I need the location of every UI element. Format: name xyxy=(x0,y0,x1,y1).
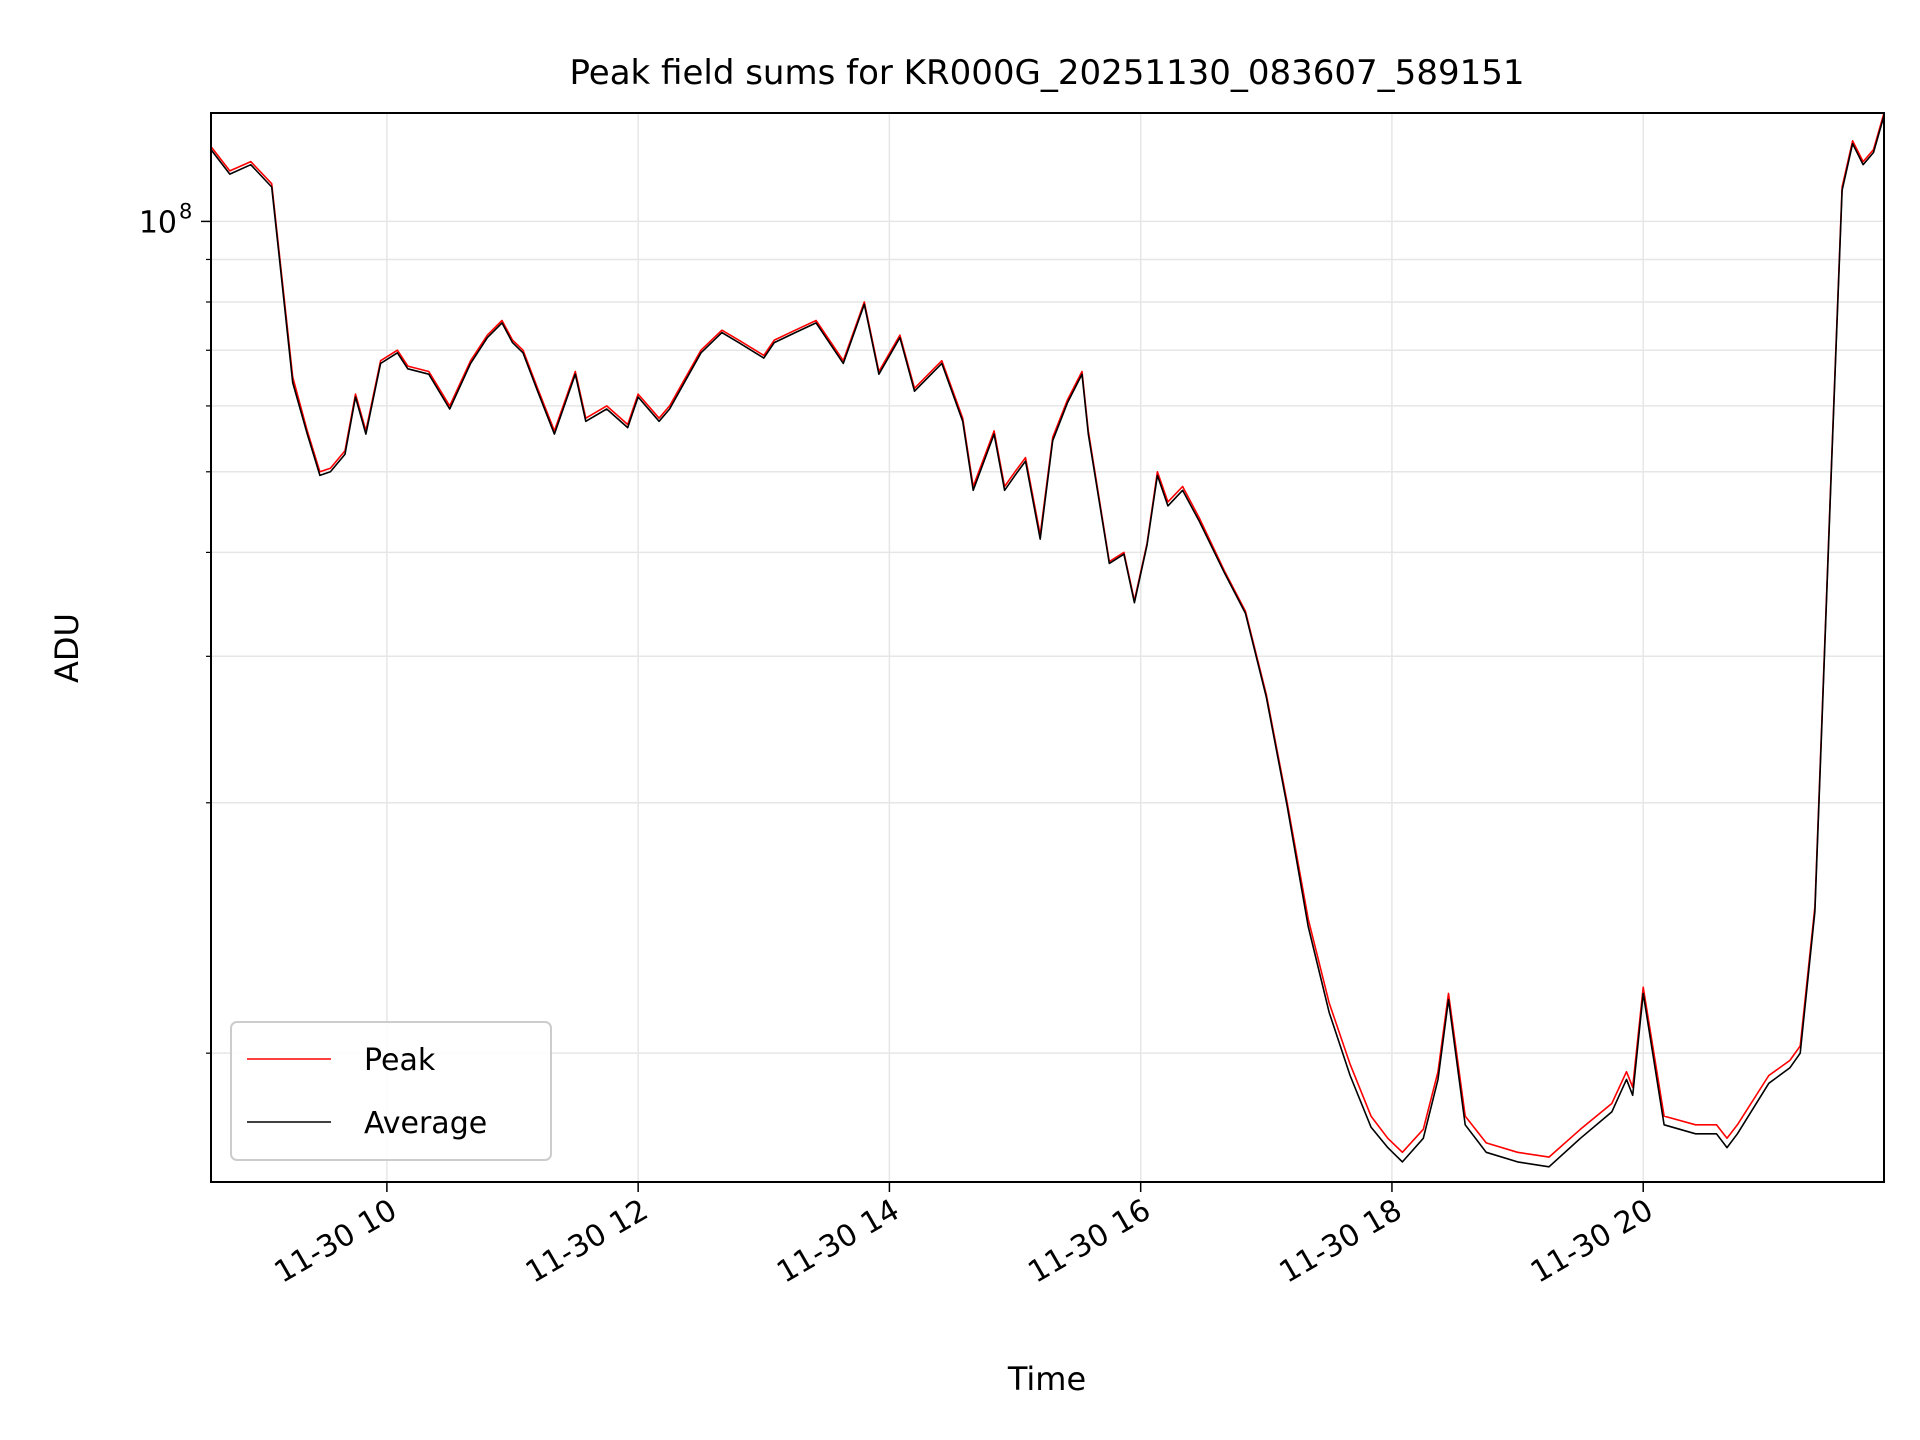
chart-title: Peak field sums for KR000G_20251130_0836… xyxy=(570,53,1525,93)
y-axis-label: ADU xyxy=(48,613,86,683)
legend-label-peak: Peak xyxy=(364,1043,436,1078)
y-axis: 10 8 xyxy=(139,199,211,1054)
legend-label-average: Average xyxy=(364,1106,487,1141)
legend-box xyxy=(230,1021,552,1161)
plot-frame xyxy=(210,112,1885,1183)
legend: Peak Average xyxy=(230,1021,552,1161)
series-line-average xyxy=(210,115,1885,1168)
series-layer xyxy=(210,112,1885,1168)
y-tick-label: 10 xyxy=(139,205,177,240)
y-tick-label-exponent: 8 xyxy=(179,199,192,223)
x-axis-label: Time xyxy=(1007,1360,1086,1398)
